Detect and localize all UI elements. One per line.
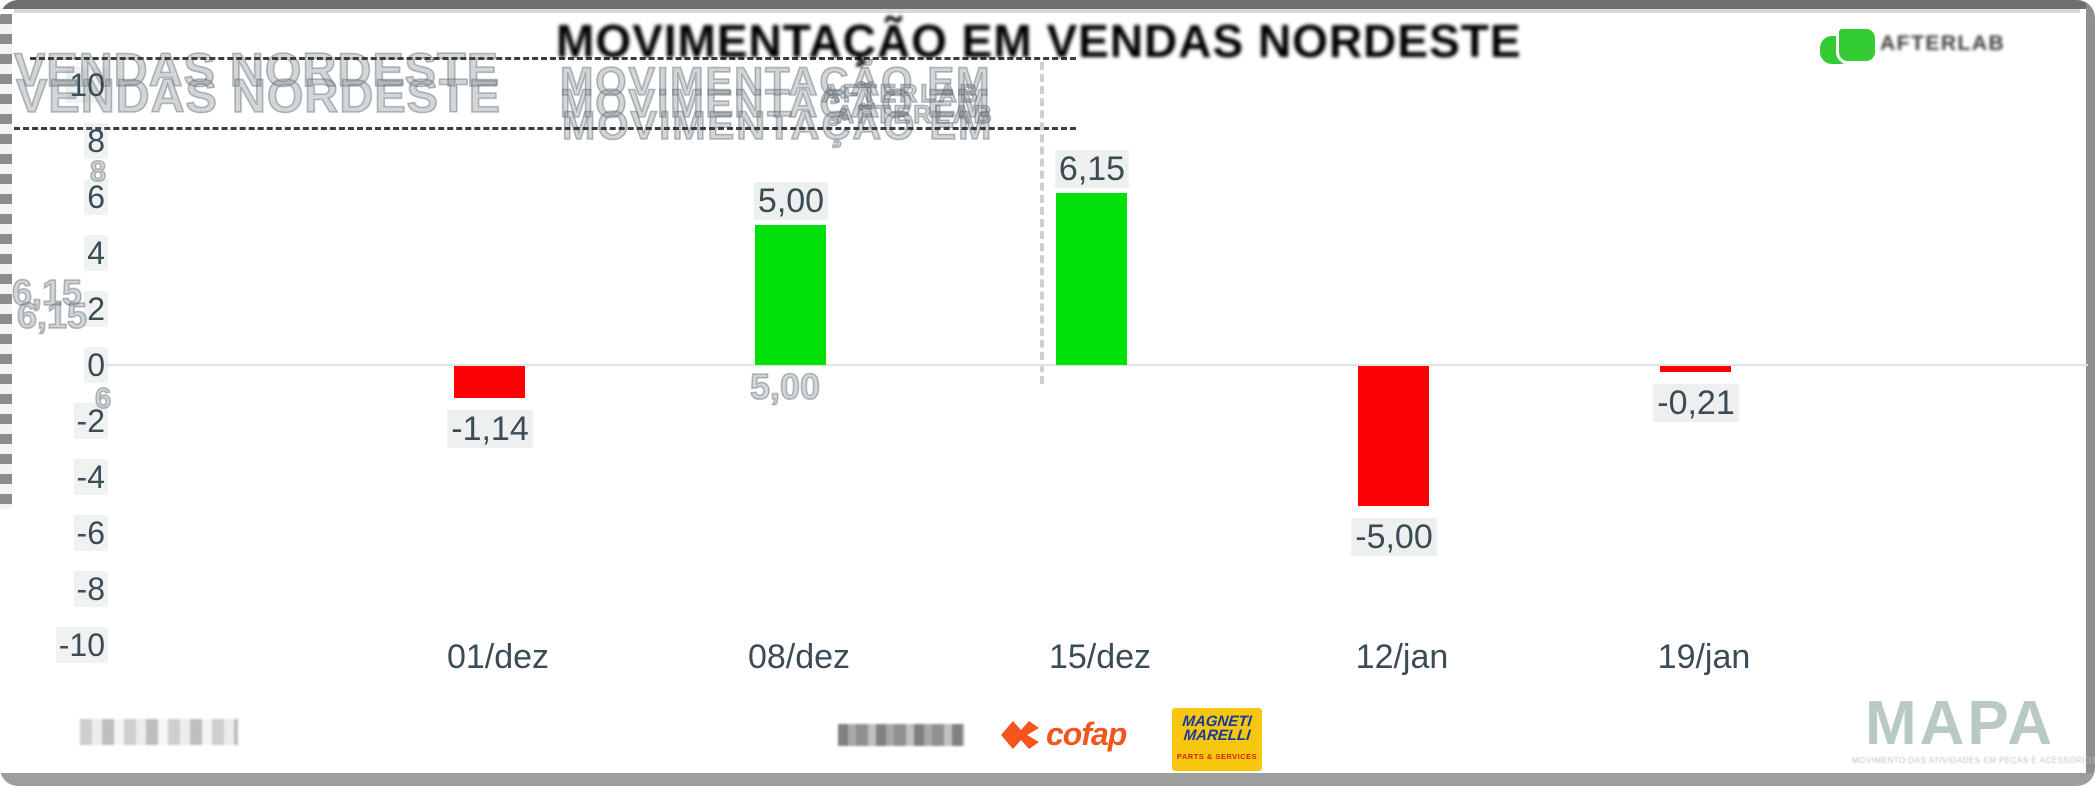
y-tick-label-0: 0 [16, 346, 108, 384]
y-tick-label-2: 2 [16, 290, 108, 328]
ghost-title-fragment-copy: MOVIMENTAÇÃO EM [559, 81, 992, 127]
y-tick-label-8: 8 [16, 122, 108, 160]
cofap-arrow-icon [1001, 720, 1039, 749]
chart-title: MOVIMENTAÇÃO EM VENDAS NORDESTE [556, 15, 1522, 67]
ghost-title-fragment: MOVIMENTAÇÃO EM [559, 59, 992, 105]
ghost-axis-digit-8: 8 [89, 155, 107, 189]
y-tick-text: -6 [73, 515, 108, 551]
x-axis-label-01/dez: 01/dez [446, 638, 550, 676]
value-label-01/dez: -1,14 [400, 409, 580, 449]
ghost-slide-title-copy: VENDAS NORDESTE [15, 68, 502, 123]
y-tick-text: -2 [73, 403, 108, 439]
cofap-wordmark: cofap [1046, 716, 1127, 752]
y-tick-text: 6 [84, 179, 108, 215]
y-tick-label--8: -8 [16, 570, 108, 608]
value-label-15/dez: 6,15 [1002, 149, 1182, 189]
value-label-19/jan: -0,21 [1606, 383, 1786, 423]
y-tick-text: 2 [84, 291, 108, 327]
value-label-12/jan: -5,00 [1304, 517, 1484, 557]
afterlab-logo: AFTERLAB [1820, 24, 2050, 68]
y-tick-text: 0 [84, 347, 108, 383]
y-tick-text: -4 [73, 459, 108, 495]
cofap-logo: cofap [1000, 716, 1127, 753]
selection-dashed-line-mid [14, 127, 1076, 130]
x-axis-label-19/jan: 19/jan [1657, 638, 1751, 676]
y-tick-text: -10 [55, 627, 108, 663]
bar-01/dez [454, 366, 525, 398]
y-tick-label-6: 6 [16, 178, 108, 216]
ghost-brand-text-copy: AFTERLAB [835, 100, 995, 130]
window-frame-top-highlight [14, 9, 2080, 13]
afterlab-wordmark: AFTERLAB [1880, 32, 2006, 55]
y-tick-label--6: -6 [16, 514, 108, 552]
selection-dashed-line-right [1040, 62, 1044, 384]
marelli-subtext: PARTS & SERVICES [1176, 752, 1258, 761]
redacted-source-note [80, 719, 238, 745]
bar-12/jan [1358, 366, 1429, 506]
marelli-text-line2: MARELLI [1182, 727, 1252, 744]
window-frame-right [2086, 0, 2095, 786]
value-label-text: 6,15 [1054, 150, 1130, 188]
y-tick-label--10: -10 [16, 626, 108, 664]
y-tick-text: 4 [84, 235, 108, 271]
bar-19/jan [1660, 366, 1731, 372]
value-label-text: 5,00 [753, 182, 829, 220]
selection-marching-ants-left [0, 14, 12, 509]
window-frame-top [0, 0, 2095, 9]
value-label-text: -0,21 [1653, 384, 1739, 422]
mapa-watermark: MAPA MOVIMENTO DAS ATIVIDADES EM PEÇAS E… [1852, 689, 2095, 766]
ghost-slide-title: VENDAS NORDESTE [13, 42, 500, 97]
y-tick-label--2: -2 [16, 402, 108, 440]
mapa-wordmark: MAPA [1865, 689, 2055, 758]
redacted-partner-wordmark [838, 724, 964, 746]
value-label-text: -5,00 [1351, 518, 1437, 556]
value-label-text: -1,14 [447, 410, 533, 448]
bar-15/dez [1056, 193, 1127, 365]
y-tick-label--4: -4 [16, 458, 108, 496]
y-tick-text: 8 [84, 123, 108, 159]
selection-dashed-line-top [30, 57, 1076, 60]
ghost-value-500: 5,00 [749, 365, 821, 408]
x-axis-label-15/dez: 15/dez [1048, 638, 1152, 676]
ghost-axis-digit-6: 6 [94, 382, 112, 416]
y-tick-label-10: 10 [16, 66, 108, 104]
y-tick-text: -8 [73, 571, 108, 607]
y-tick-text: 10 [66, 67, 108, 103]
x-axis-label-12/jan: 12/jan [1355, 638, 1449, 676]
magneti-marelli-logo: MAGNETI MARELLI PARTS & SERVICES [1172, 708, 1262, 771]
zero-axis-line [106, 364, 2088, 366]
ghost-value-615-copy: 6,15 [16, 294, 88, 337]
window-frame-bottom [0, 773, 2095, 786]
mapa-tagline: MOVIMENTO DAS ATIVIDADES EM PEÇAS E ACES… [1852, 756, 2095, 765]
bar-08/dez [755, 225, 826, 365]
ghost-brand-text: AFTERLAB [821, 79, 981, 109]
y-tick-label-4: 4 [16, 234, 108, 272]
value-label-08/dez: 5,00 [701, 181, 881, 221]
afterlab-leaf-icon-2 [1836, 26, 1878, 64]
x-axis-label-08/dez: 08/dez [747, 638, 851, 676]
ghost-value-615: 6,15 [11, 271, 83, 314]
ghost-title-fragment-copy2: MOVIMENTAÇÃO EM [561, 103, 994, 149]
